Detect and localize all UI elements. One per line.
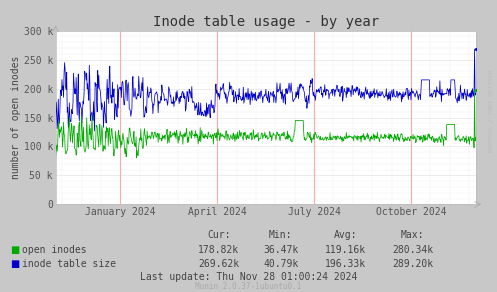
Text: 196.33k: 196.33k — [325, 259, 366, 269]
Text: ■: ■ — [10, 259, 19, 269]
Text: 36.47k: 36.47k — [263, 245, 298, 255]
Text: 178.82k: 178.82k — [198, 245, 239, 255]
Title: Inode table usage - by year: Inode table usage - by year — [153, 15, 379, 29]
Text: inode table size: inode table size — [22, 259, 116, 269]
Text: 269.62k: 269.62k — [198, 259, 239, 269]
Text: open inodes: open inodes — [22, 245, 87, 255]
Text: Max:: Max: — [401, 230, 424, 240]
Text: 280.34k: 280.34k — [392, 245, 433, 255]
Text: Munin 2.0.37-1ubuntu0.1: Munin 2.0.37-1ubuntu0.1 — [195, 282, 302, 291]
Text: 40.79k: 40.79k — [263, 259, 298, 269]
Text: 119.16k: 119.16k — [325, 245, 366, 255]
Text: RRDTOOL / TOBI OETIKER: RRDTOOL / TOBI OETIKER — [489, 70, 494, 152]
Y-axis label: number of open inodes: number of open inodes — [11, 56, 21, 179]
Text: Min:: Min: — [269, 230, 293, 240]
Text: 289.20k: 289.20k — [392, 259, 433, 269]
Text: ■: ■ — [10, 245, 19, 255]
Text: Avg:: Avg: — [333, 230, 357, 240]
Text: Last update: Thu Nov 28 01:00:24 2024: Last update: Thu Nov 28 01:00:24 2024 — [140, 272, 357, 282]
Text: Cur:: Cur: — [207, 230, 231, 240]
